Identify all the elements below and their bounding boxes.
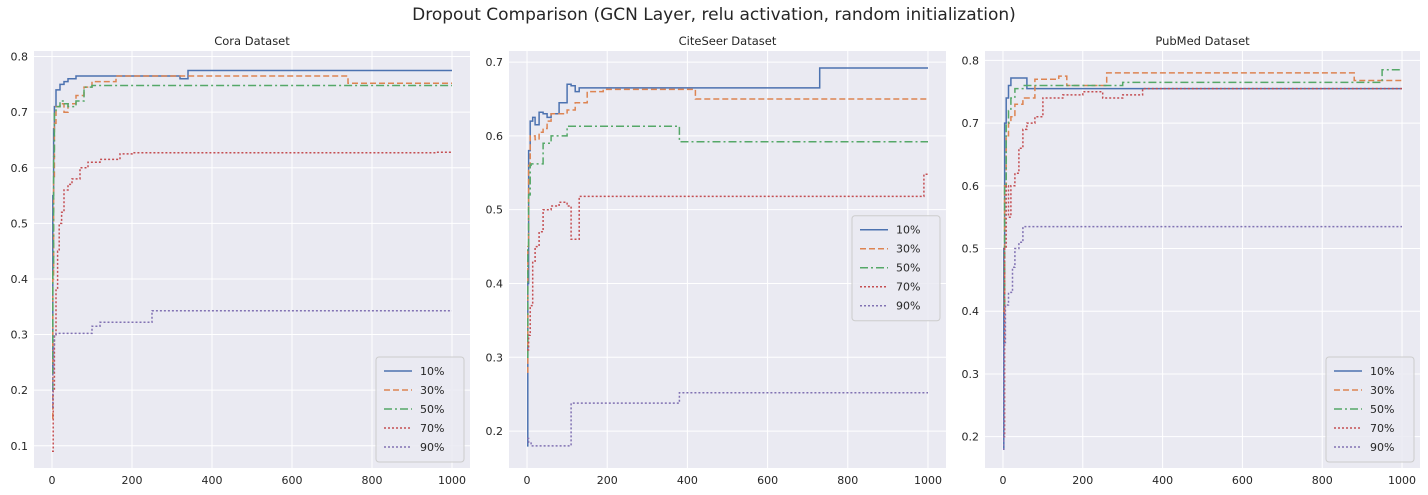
legend-label: 30% [896,243,920,256]
x-tick-label: 0 [524,474,531,487]
subplot-title: PubMed Dataset [1155,34,1250,48]
y-tick-label: 0.3 [11,329,29,342]
series-line-30pct [52,75,452,419]
y-tick-label: 0.2 [486,425,504,438]
legend-label: 90% [1370,441,1394,454]
legend-label: 50% [896,262,920,275]
y-tick-label: 0.8 [11,51,29,64]
y-tick-label: 0.5 [486,204,504,217]
y-tick-label: 0.5 [11,217,29,230]
y-tick-label: 0.1 [11,440,29,453]
legend-frame [1325,356,1415,463]
legend-label: 50% [1370,403,1394,416]
legend-label: 10% [1370,365,1394,378]
subplot-title: CiteSeer Dataset [679,34,777,48]
x-tick-label: 0 [49,474,56,487]
x-tick-label: 800 [837,474,858,487]
legend: 10% 30% 50% 70% 90% [1325,356,1415,463]
legend: 10% 30% 50% 70% 90% [375,356,465,463]
legend-label: 90% [896,300,920,313]
series-line-90pct [1003,225,1402,450]
series-line-90pct [52,309,452,408]
x-tick-label: 600 [282,474,303,487]
x-tick-label: 600 [1232,474,1253,487]
subplot-title: Cora Dataset [214,34,290,48]
series-line-70pct [527,173,928,351]
y-tick-label: 0.6 [962,180,980,193]
y-tick-label: 0.4 [486,277,504,290]
x-tick-label: 1000 [438,474,466,487]
x-tick-label: 1000 [1388,474,1416,487]
subplot-3: 0 200 400 600 800 1000 0.2 0.3 0.4 0.5 0.6 0.7 0.8 Pu… [962,34,1420,487]
x-tick-label: 0 [999,474,1006,487]
x-tick-label: 800 [1312,474,1333,487]
series-line-90pct [527,391,928,447]
y-tick-label: 0.7 [486,56,504,69]
series-line-50pct [1003,69,1402,306]
subplot-1: 0 200 400 600 800 1000 0.1 0.2 0.3 0.4 0.5 0.6 0.7 0.… [11,34,470,487]
legend-label: 90% [420,441,444,454]
legend-label: 10% [896,224,920,237]
x-tick-label: 200 [122,474,143,487]
subplot-2: 0 200 400 600 800 1000 0.2 0.3 0.4 0.5 0.6 0.7 CiteS… [486,34,946,487]
y-tick-label: 0.6 [11,162,29,175]
y-tick-label: 0.4 [962,305,980,318]
series-line-50pct [52,84,452,391]
y-tick-label: 0.7 [11,106,29,119]
legend-frame [375,356,465,463]
y-tick-label: 0.3 [962,368,980,381]
legend-frame [851,215,941,322]
series-line-70pct [1003,87,1402,438]
legend-label: 10% [420,365,444,378]
x-tick-label: 400 [1152,474,1173,487]
y-tick-label: 0.7 [962,117,980,130]
x-tick-label: 1000 [914,474,942,487]
x-tick-label: 800 [362,474,383,487]
legend-label: 70% [420,422,444,435]
y-tick-label: 0.8 [962,54,980,67]
x-tick-label: 400 [677,474,698,487]
y-tick-label: 0.5 [962,243,980,256]
figure-title: Dropout Comparison (GCN Layer, relu acti… [412,5,1016,25]
x-tick-label: 400 [202,474,223,487]
y-tick-label: 0.4 [11,273,29,286]
y-tick-label: 0.2 [11,384,29,397]
x-tick-label: 200 [597,474,618,487]
series-line-10pct [52,69,452,375]
y-tick-label: 0.3 [486,351,504,364]
legend: 10% 30% 50% 70% 90% [851,215,941,322]
legend-label: 50% [420,403,444,416]
series-line-30pct [1003,72,1402,312]
x-tick-label: 200 [1072,474,1093,487]
y-tick-label: 0.2 [962,431,980,444]
x-tick-label: 600 [757,474,778,487]
legend-label: 30% [1370,384,1394,397]
legend-label: 30% [420,384,444,397]
legend-label: 70% [896,281,920,294]
legend-label: 70% [1370,422,1394,435]
y-tick-label: 0.6 [486,130,504,143]
series-line-50pct [527,125,928,359]
